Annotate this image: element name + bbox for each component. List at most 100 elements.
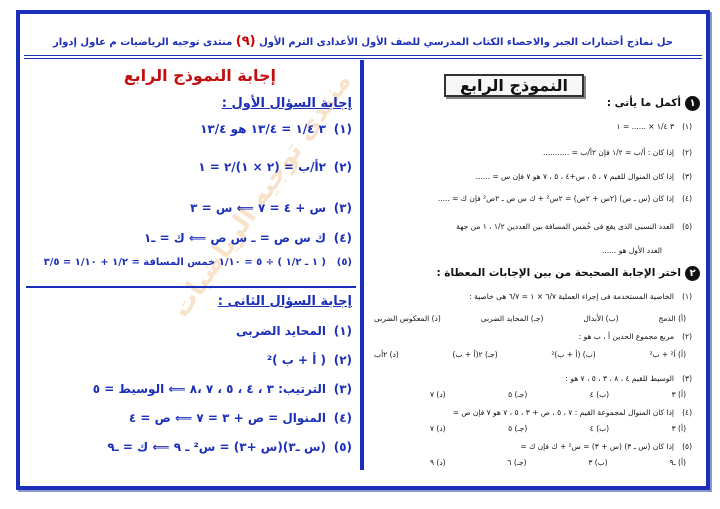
option[interactable]: (د) ٧ (430, 390, 446, 399)
option[interactable]: (د) ٢أب (374, 350, 399, 359)
answers-title: إجابة النموذج الرابع (123, 66, 276, 85)
question-row: (٢) إذا كان : أ/ب = ١/٢ فإن ٢أ/ب = ......… (370, 148, 692, 158)
question-row: العدد الأول هو ...... (370, 246, 662, 256)
item-number: (٣) (682, 172, 692, 181)
worksheet-number: (٩) (235, 34, 256, 49)
answer-row: (٤) ك س ص = ـ س ص ⟸ ك = ـ١ (26, 231, 352, 246)
question-row: (٥) إذا كان (س ـ ٣) (س + ٣) = س² + ك فإن … (370, 442, 692, 452)
answer-row: (٥) (س ـ٣)(س +٣) = س² ـ ٩ ⟸ ك = ـ٩ (26, 440, 352, 455)
answer-row: (٥) ( ١ ـ ١/٢ ) ÷ ٥ = ١/١٠ خمس المسافة = … (26, 256, 352, 269)
question-row: (٣) إذا كان المنوال للقيم ٧ ، ٥ ، س+٤ ، ٥… (370, 172, 692, 182)
question-number-badge: ١ (685, 96, 700, 111)
item-text: المنوال = ص + ٣ = ٧ ⟸ ص = ٤ (128, 411, 326, 425)
item-number: (٢) (682, 148, 692, 157)
item-number: (٥) (682, 222, 692, 231)
question1-heading: ١ أكمل ما يأتى : (370, 96, 700, 111)
question-row: (٤) إذا كان المنوال لمجموعة القيم : ٧ ، ٥… (370, 408, 692, 418)
item-number: (٤) (333, 411, 352, 425)
option[interactable]: (ب) الأبدال (583, 314, 619, 323)
item-text: س + ٤ = ٧ ⟸ س = ٣ (190, 201, 326, 215)
heading-text: اختر الإجابة الصحيحة من بين الإجابات الم… (436, 267, 681, 279)
question-number-badge: ٢ (685, 266, 700, 281)
option[interactable]: (جـ) ٥ (508, 390, 528, 399)
answer-row: (١) المحايد الضربى (26, 324, 352, 339)
item-text: ٣ ١/٤ × ...... = ١ (616, 122, 674, 131)
item-text: ٢أ/ب = (٢ × ١)/٢ = ١ (198, 160, 326, 174)
answer-row: (٣) الترتيب: ٣ ، ٤ ، ٥ ، ٧ ،٨ ⟸ الوسيط = … (26, 382, 352, 397)
option[interactable]: (أ) ـ٩ (669, 458, 686, 467)
item-text: ٣ ١/٤ = ١٣/٤ هو ١٣/٤ (200, 122, 326, 136)
page-frame (16, 10, 710, 490)
options-row: (أ) ـ٩ (ب) ٣ (جـ) ٦ (د) ٩ (430, 458, 686, 467)
option[interactable]: (جـ) ٥ (508, 424, 528, 433)
item-number: (١) (682, 292, 692, 301)
options-row: (أ) الدمج (ب) الأبدال (جـ) المحايد الضربى (… (374, 314, 686, 323)
option[interactable]: (ب) ٤ (589, 424, 610, 433)
item-text: (س ـ٣)(س +٣) = س² ـ ٩ ⟸ ك = ـ٩ (107, 440, 326, 454)
option[interactable]: (أ) الدمج (658, 314, 686, 323)
option[interactable]: (ب) ٤ (589, 390, 610, 399)
item-number: (٥) (336, 257, 352, 268)
item-text: الوسيط للقيم ٤ ، ٨ ، ٣ ، ٥ ، ٧ هو : (565, 374, 674, 383)
questions-panel: النموذج الرابع ١ أكمل ما يأتى : (١) ٣ ١/٤ … (370, 60, 702, 470)
item-text: إذا كان (س ـ ٣) (س + ٣) = س² + ك فإن ك = (520, 442, 674, 451)
option[interactable]: (جـ) ٢(أ + ب) (452, 350, 498, 359)
option[interactable]: (د) ٩ (430, 458, 446, 467)
item-text: إذا كان المنوال لمجموعة القيم : ٧ ، ٥ ، … (452, 408, 674, 417)
answer-q1-heading: إجابة السؤال الأول : (221, 96, 352, 111)
answer-row: (٤) المنوال = ص + ٣ = ٧ ⟸ ص = ٤ (26, 411, 352, 426)
model-title: النموذج الرابع (444, 74, 584, 97)
item-number: (١) (333, 324, 352, 338)
options-row: (أ) أ² + ب² (ب) (أ + ب)² (جـ) ٢(أ + ب) (د) … (374, 350, 686, 359)
question-row: (٣) الوسيط للقيم ٤ ، ٨ ، ٣ ، ٥ ، ٧ هو : (370, 374, 692, 384)
answer-q2-heading: إجابة السؤال الثانى : (217, 294, 352, 309)
option[interactable]: (د) المعكوس الضربى (374, 314, 441, 323)
header-forum-name: منتدى توجيه الرياضيات م عاول إدوار (52, 37, 233, 48)
question-row: (٤) إذا كان (س ـ ص) (٢س + ٢ص) = ٢س² + ك س… (370, 194, 692, 204)
option[interactable]: (جـ) المحايد الضربى (480, 314, 544, 323)
item-number: (٣) (333, 382, 352, 396)
column-divider (360, 60, 364, 470)
item-text: الخاصية المستخدمة فى إجراء العملية ٦/٧ ×… (469, 292, 674, 301)
option[interactable]: (ب) (أ + ب)² (551, 350, 596, 359)
item-number: (٢) (333, 353, 352, 367)
item-text: مربع مجموع الحدين أ ، ب هو : (578, 332, 674, 341)
item-text: ك س ص = ـ س ص ⟸ ك = ـ١ (143, 231, 326, 245)
item-number: (٢) (682, 332, 692, 341)
item-text: العدد الأول هو ...... (602, 246, 662, 255)
question-row: (٥) العدد النسبى الذى يقع فى خُمس المسافة… (370, 222, 692, 232)
question-row: (١) ٣ ١/٤ × ...... = ١ (370, 122, 692, 132)
item-text: ( أ + ب )² (266, 353, 326, 367)
options-row: (أ) ٣ (ب) ٤ (جـ) ٥ (د) ٧ (430, 390, 686, 399)
item-text: ( ١ ـ ١/٢ ) ÷ ٥ = ١/١٠ خمس المسافة = ١/٢… (43, 257, 326, 268)
heading-text: أكمل ما يأتى : (606, 97, 681, 109)
question2-heading: ٢ اختر الإجابة الصحيحة من بين الإجابات ال… (370, 266, 700, 281)
item-number: (١) (682, 122, 692, 131)
item-number: (٤) (682, 194, 692, 203)
option[interactable]: (جـ) ٦ (507, 458, 527, 467)
question-row: (١) الخاصية المستخدمة فى إجراء العملية ٦/… (370, 292, 692, 302)
option[interactable]: (ب) ٣ (588, 458, 608, 467)
item-number: (٤) (333, 231, 352, 245)
item-number: (٤) (682, 408, 692, 417)
item-number: (٥) (333, 440, 352, 454)
item-text: إذا كان (س ـ ص) (٢س + ٢ص) = ٢س² + ك س ص … (437, 194, 674, 203)
answer-row: (٢) ٢أ/ب = (٢ × ١)/٢ = ١ (26, 160, 352, 175)
item-text: إذا كان : أ/ب = ١/٢ فإن ٢أ/ب = .........… (542, 148, 674, 157)
answer-row: (٣) س + ٤ = ٧ ⟸ س = ٣ (26, 201, 352, 216)
item-text: الترتيب: ٣ ، ٤ ، ٥ ، ٧ ،٨ ⟸ الوسيط = ٥ (92, 382, 326, 396)
section-separator (26, 286, 356, 288)
item-number: (٥) (682, 442, 692, 451)
header-title-text: حل نماذج أختبارات الجبر والاحصاء الكتاب … (259, 37, 673, 48)
answers-panel: منتدى توجيه الرياضيات إجابة النموذج الرا… (26, 60, 358, 470)
option[interactable]: (أ) ٣ (671, 424, 686, 433)
option[interactable]: (أ) ٣ (671, 390, 686, 399)
option[interactable]: (أ) أ² + ب² (649, 350, 686, 359)
item-number: (٢) (333, 160, 352, 174)
option[interactable]: (د) ٧ (430, 424, 446, 433)
item-number: (٣) (682, 374, 692, 383)
answer-row: (٢) ( أ + ب )² (26, 353, 352, 368)
question-row: (٢) مربع مجموع الحدين أ ، ب هو : (370, 332, 692, 342)
options-row: (أ) ٣ (ب) ٤ (جـ) ٥ (د) ٧ (430, 424, 686, 433)
answer-row: (١) ٣ ١/٤ = ١٣/٤ هو ١٣/٤ (26, 122, 352, 137)
